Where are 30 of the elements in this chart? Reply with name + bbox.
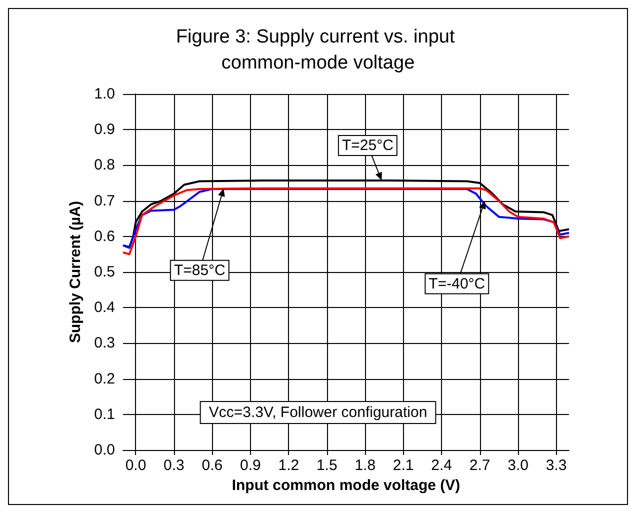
x-tick-label: 2.1 — [392, 457, 414, 474]
x-tick-label: 3.3 — [546, 457, 567, 474]
y-axis-title: Supply Current (µA) — [67, 201, 84, 343]
y-tick-label: 0.2 — [94, 370, 115, 388]
x-tick-label: 2.7 — [469, 457, 490, 474]
y-tick-label: 0.5 — [94, 264, 115, 280]
x-tick-label: 1.2 — [278, 457, 300, 474]
x-tick-label: 1.8 — [354, 457, 376, 474]
annotation: T=-40°C — [428, 275, 486, 292]
x-tick-label: 1.5 — [316, 457, 338, 474]
x-tick-label: 0.9 — [240, 457, 261, 474]
annotation: Vcc=3.3V, Follower configuration — [208, 404, 428, 421]
y-tick-label: 0.4 — [94, 299, 115, 316]
y-tick-label: 0.9 — [94, 121, 115, 138]
y-tick-label: 0.0 — [94, 442, 115, 458]
y-tick-label: 0.3 — [94, 334, 115, 352]
chart-title: Figure 3: Supply current vs. input common-mode voltage — [176, 26, 460, 74]
y-tick-label: 0.6 — [94, 228, 115, 245]
x-tick-label: 2.4 — [431, 457, 452, 474]
annotation: T=25°C — [342, 137, 394, 154]
y-tick-label: 0.8 — [94, 156, 115, 174]
y-tick-label: 0.7 — [94, 192, 115, 210]
y-tick-label: 0.1 — [94, 406, 115, 423]
x-tick-label: 0.0 — [125, 457, 146, 474]
x-tick-label: 0.3 — [164, 457, 184, 474]
annotation: T=85°C — [174, 262, 226, 279]
x-tick-label: 0.6 — [202, 457, 223, 474]
x-tick-label: 3.0 — [508, 457, 528, 474]
x-axis-title: Input common mode voltage (V) — [232, 476, 460, 494]
y-tick-label: 1.0 — [94, 86, 115, 102]
